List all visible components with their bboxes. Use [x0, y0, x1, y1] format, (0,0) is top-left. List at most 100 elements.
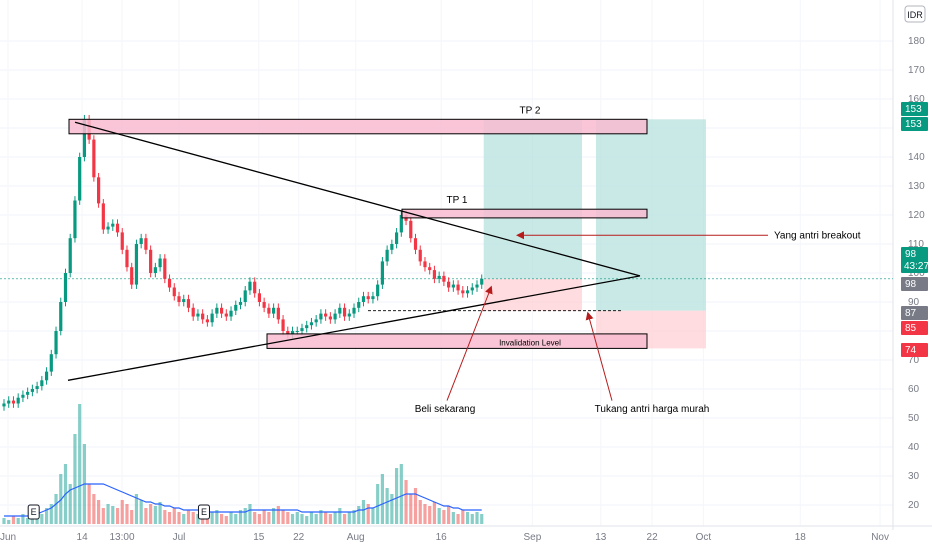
volume-bar [447, 506, 451, 524]
triangle-upper-line[interactable] [74, 121, 641, 277]
y-tick-label: 90 [908, 297, 920, 308]
candle-body [134, 244, 139, 285]
candle-body [186, 299, 191, 308]
candle-body [262, 302, 266, 308]
candlestick [59, 297, 63, 336]
y-tick-label: 60 [908, 384, 920, 395]
volume-bar [371, 508, 375, 524]
volume-bar [465, 512, 470, 524]
candlestick [319, 309, 323, 324]
candlestick [196, 309, 200, 321]
candle-body [281, 319, 285, 331]
price-tag-bg [901, 117, 928, 131]
volume-bar [248, 504, 252, 524]
candle-body [399, 215, 403, 233]
x-tick-label: Jun [0, 532, 16, 543]
volume-bar [404, 480, 408, 524]
candle-body [324, 313, 328, 317]
volume-bar [272, 508, 276, 524]
candlestick [328, 312, 332, 324]
volume-bar [418, 500, 422, 524]
candlestick [451, 280, 455, 292]
y-tick-label: 120 [908, 210, 925, 221]
candlestick [144, 233, 148, 255]
candlestick [272, 303, 276, 318]
candle-body [21, 394, 25, 398]
earnings-marker[interactable]: E [27, 504, 40, 520]
candlestick [409, 216, 413, 243]
candle-body [475, 284, 479, 288]
volume-bar [134, 494, 139, 524]
price-tag-value: 85 [905, 323, 917, 334]
price-tag-bg [901, 247, 928, 273]
candle-body [144, 238, 148, 250]
arrow-cheap [585, 311, 613, 401]
candle-body [465, 290, 470, 294]
volume-bar [172, 508, 176, 524]
volume-bar [295, 512, 299, 524]
candlestick [357, 297, 361, 313]
candlestick [442, 271, 446, 287]
volume-bar [428, 506, 432, 524]
candle-body [267, 307, 271, 314]
candlestick [130, 262, 134, 289]
candle-body [461, 290, 465, 294]
volume-bar [314, 514, 318, 524]
earnings-marker-label: E [31, 507, 37, 517]
candlestick [172, 283, 176, 301]
x-tick-label: 22 [293, 532, 305, 543]
triangle-lower-line[interactable] [67, 275, 641, 381]
y-tick-label: 130 [908, 181, 925, 192]
candle-body [470, 287, 474, 291]
volume-bar [210, 512, 214, 524]
candle-body [210, 313, 214, 323]
candle-body [224, 313, 228, 317]
candlestick [456, 280, 460, 295]
tp1-zone[interactable] [401, 208, 648, 219]
candle-body [49, 354, 53, 372]
candlestick [219, 303, 224, 318]
candle-body [44, 371, 49, 381]
tp2-zone[interactable] [68, 118, 648, 135]
candle-body [78, 157, 82, 201]
candlestick [163, 254, 167, 284]
volume-bar [177, 512, 181, 524]
volume-bar [229, 512, 233, 524]
volume-bar [262, 510, 266, 524]
volume-bar [49, 504, 53, 524]
volume-bar [26, 518, 30, 524]
volume-bar [376, 484, 380, 524]
volume-bar [130, 510, 134, 524]
price-tag: 85 [901, 321, 928, 335]
candle-body [120, 232, 124, 250]
candle-body [125, 249, 129, 268]
price-tag-bg [901, 321, 928, 335]
earnings-marker-box [27, 504, 40, 520]
currency-badge[interactable]: IDR [904, 5, 926, 23]
candle-body [290, 331, 295, 334]
y-tick-label: 70 [908, 355, 920, 366]
candlesticks [2, 114, 484, 411]
candlestick [342, 303, 347, 321]
price-tag: 98 [901, 277, 928, 291]
earnings-marker[interactable]: E [197, 504, 210, 520]
price-tag-value: 98 [905, 249, 917, 260]
candle-body [7, 400, 11, 404]
candlestick [229, 306, 233, 321]
candlestick [262, 297, 266, 313]
candlestick [215, 303, 219, 318]
candlestick [267, 303, 271, 318]
volume-bar [163, 510, 167, 524]
candlestick [73, 196, 77, 243]
volume-bar [409, 494, 413, 524]
candle-body [182, 299, 186, 302]
candlestick [380, 257, 384, 289]
volume-bars [2, 404, 484, 524]
candlestick [68, 233, 72, 278]
invalidation-zone[interactable] [266, 333, 648, 349]
candlestick [465, 286, 470, 298]
risk-zone-left [483, 278, 582, 311]
candlestick [191, 303, 195, 321]
